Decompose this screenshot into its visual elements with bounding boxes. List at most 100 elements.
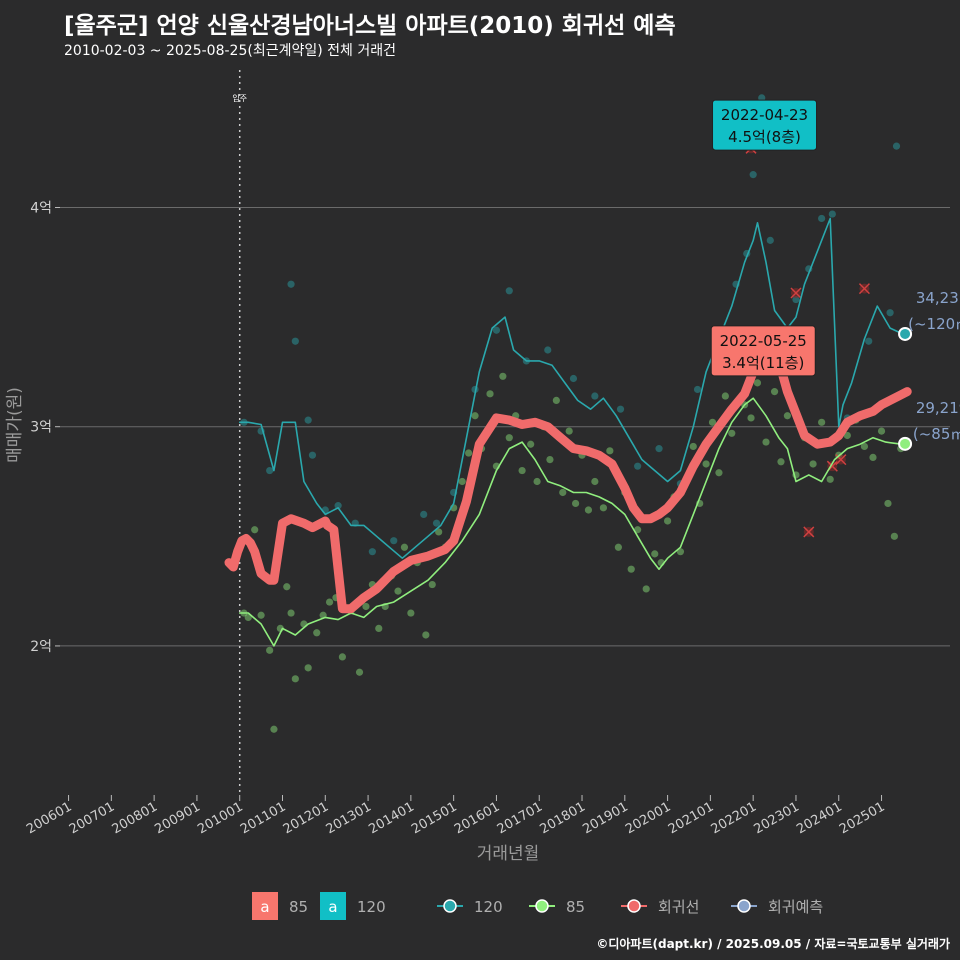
legend-line-marker bbox=[737, 899, 751, 913]
scatter-point-85 bbox=[338, 653, 347, 661]
end-value-label-85: 29,219 bbox=[916, 399, 960, 417]
scatter-point-85 bbox=[313, 629, 321, 637]
annotation-date-85: 2022-05-25 bbox=[720, 332, 807, 350]
legend-line-label: 회귀선 bbox=[658, 898, 699, 916]
scatter-point-85 bbox=[552, 396, 560, 405]
scatter-layer bbox=[240, 94, 905, 733]
scatter-point-85 bbox=[407, 609, 415, 617]
scatter-point-85 bbox=[486, 390, 494, 398]
scatter-point-120 bbox=[544, 346, 552, 354]
scatter-point-85 bbox=[400, 543, 409, 551]
legend-fill-key bbox=[320, 892, 346, 920]
scatter-point-85 bbox=[869, 453, 877, 462]
scatter-point-85 bbox=[471, 412, 479, 420]
scatter-point-85 bbox=[770, 388, 779, 396]
outlier-cross bbox=[790, 287, 802, 299]
scatter-point-85 bbox=[422, 631, 430, 639]
legend-line-marker bbox=[535, 899, 549, 913]
y-tick-label: 4억 bbox=[30, 200, 52, 216]
scatter-point-85 bbox=[860, 442, 869, 451]
y-axis-label: 매매가(원) bbox=[5, 387, 25, 463]
scatter-point-120 bbox=[634, 462, 642, 470]
scatter-point-120 bbox=[766, 236, 774, 244]
move-in-label: 입주 bbox=[232, 94, 247, 103]
x-tick-label: 200801 bbox=[110, 799, 160, 837]
scatter-point-120 bbox=[266, 466, 274, 475]
scatter-point-120 bbox=[334, 502, 342, 510]
annotation-box-120 bbox=[712, 99, 818, 151]
scatter-point-85 bbox=[362, 602, 370, 611]
scatter-point-120 bbox=[591, 392, 599, 400]
outlier-cross bbox=[803, 526, 815, 538]
scatter-point-85 bbox=[890, 532, 898, 540]
end-area-label-120: (~120㎡) bbox=[908, 315, 960, 333]
scatter-point-85 bbox=[565, 427, 573, 435]
scatter-point-120 bbox=[693, 385, 702, 394]
scatter-point-85 bbox=[518, 466, 526, 475]
x-tick-label: 200601 bbox=[24, 799, 74, 837]
scatter-point-85 bbox=[689, 442, 697, 451]
end-area-label-85: (~85㎡) bbox=[913, 425, 960, 443]
footer-credit: ©디아파트(dapt.kr) / 2025.09.05 / 자료=국토교통부 실… bbox=[596, 937, 950, 951]
scatter-point-85 bbox=[499, 372, 507, 380]
legend-line-label: 회귀예측 bbox=[768, 898, 823, 916]
scatter-point-85 bbox=[435, 528, 443, 536]
legend-line-label: 85 bbox=[566, 898, 585, 916]
scatter-point-120 bbox=[505, 287, 513, 295]
x-tick-label: 200701 bbox=[67, 799, 117, 837]
scatter-point-85 bbox=[634, 526, 642, 534]
scatter-point-85 bbox=[676, 548, 685, 556]
legend-fill-key-letter: a bbox=[260, 898, 269, 916]
x-tick-label: 201501 bbox=[409, 799, 459, 837]
annotation-price-120: 4.5억(8층) bbox=[728, 128, 801, 146]
x-tick-label: 201101 bbox=[238, 799, 288, 837]
axes-layer: 2억 3억 4억 2006012007012008012009012010012011… bbox=[24, 70, 888, 837]
scatter-point-85 bbox=[465, 449, 473, 457]
series-line-회귀선 bbox=[224, 354, 912, 614]
scatter-point-85 bbox=[266, 646, 274, 654]
chart-subtitle: 2010-02-03 ~ 2025-08-25(최근계약일) 전체 거래건 bbox=[64, 43, 396, 59]
scatter-point-85 bbox=[783, 412, 792, 420]
scatter-point-120 bbox=[432, 519, 441, 527]
scatter-point-120 bbox=[420, 510, 428, 518]
scatter-point-85 bbox=[818, 418, 826, 426]
scatter-point-85 bbox=[505, 434, 513, 442]
x-tick-label: 201901 bbox=[580, 799, 630, 837]
annotation-price-85: 3.4억(11층) bbox=[722, 354, 804, 372]
scatter-point-85 bbox=[325, 598, 334, 606]
scatter-point-120 bbox=[569, 374, 578, 383]
x-tick-label: 202101 bbox=[666, 799, 716, 837]
scatter-point-85 bbox=[642, 585, 650, 593]
x-tick-label: 202501 bbox=[837, 799, 887, 837]
scatter-point-120 bbox=[792, 295, 800, 304]
scatter-point-85 bbox=[375, 624, 383, 632]
scatter-point-85 bbox=[877, 427, 886, 435]
scatter-point-120 bbox=[828, 210, 836, 218]
end-marker-85 bbox=[898, 436, 913, 451]
scatter-point-85 bbox=[533, 477, 541, 486]
scatter-point-85 bbox=[287, 609, 295, 617]
scatter-point-120 bbox=[655, 445, 663, 453]
scatter-point-85 bbox=[251, 526, 259, 534]
scatter-point-85 bbox=[270, 725, 278, 733]
y-tick-label: 3억 bbox=[30, 420, 52, 436]
scatter-point-120 bbox=[304, 416, 312, 424]
scatter-point-85 bbox=[591, 477, 599, 486]
series-line-120 bbox=[238, 217, 904, 559]
scatter-point-120 bbox=[287, 280, 295, 288]
scatter-point-85 bbox=[546, 455, 554, 464]
x-tick-label: 201801 bbox=[538, 799, 588, 837]
scatter-point-85 bbox=[721, 392, 729, 400]
scatter-point-85 bbox=[458, 477, 466, 486]
scatter-point-85 bbox=[747, 414, 755, 422]
x-tick-label: 201601 bbox=[452, 799, 502, 837]
scatter-point-85 bbox=[762, 438, 770, 446]
scatter-point-85 bbox=[884, 499, 892, 508]
scatter-point-85 bbox=[304, 664, 312, 672]
grid-layer bbox=[60, 206, 950, 647]
scatter-point-85 bbox=[627, 565, 635, 573]
scatter-point-85 bbox=[572, 499, 580, 508]
scatter-point-85 bbox=[753, 379, 762, 387]
legend-fill-label: 120 bbox=[357, 898, 386, 916]
scatter-point-85 bbox=[355, 668, 364, 676]
